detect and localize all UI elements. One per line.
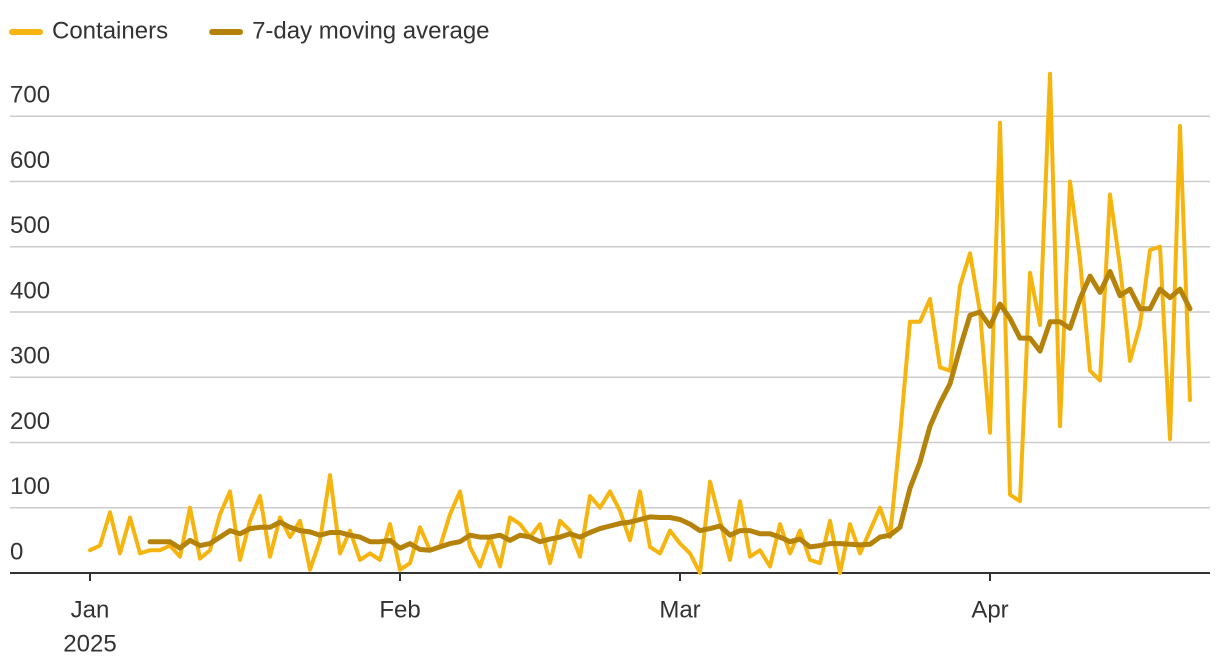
x-tick-label: Jan: [71, 596, 110, 623]
x-year-label: 2025: [63, 630, 116, 657]
series-line: [88, 71, 1192, 575]
y-tick-label: 500: [10, 212, 50, 239]
legend-label: 7-day moving average: [252, 17, 489, 44]
y-tick-label: 300: [10, 343, 50, 370]
legend-label: Containers: [52, 17, 168, 44]
x-tick-label: Feb: [379, 596, 420, 623]
y-tick-label: 700: [10, 82, 50, 109]
y-tick-label: 600: [10, 147, 50, 174]
x-tick-label: Apr: [971, 596, 1008, 623]
series-line: [147, 269, 1193, 553]
y-tick-label: 0: [10, 538, 23, 565]
y-tick-label: 100: [10, 473, 50, 500]
y-tick-label: 400: [10, 277, 50, 304]
x-tick-label: Mar: [659, 596, 700, 623]
y-tick-label: 200: [10, 408, 50, 435]
